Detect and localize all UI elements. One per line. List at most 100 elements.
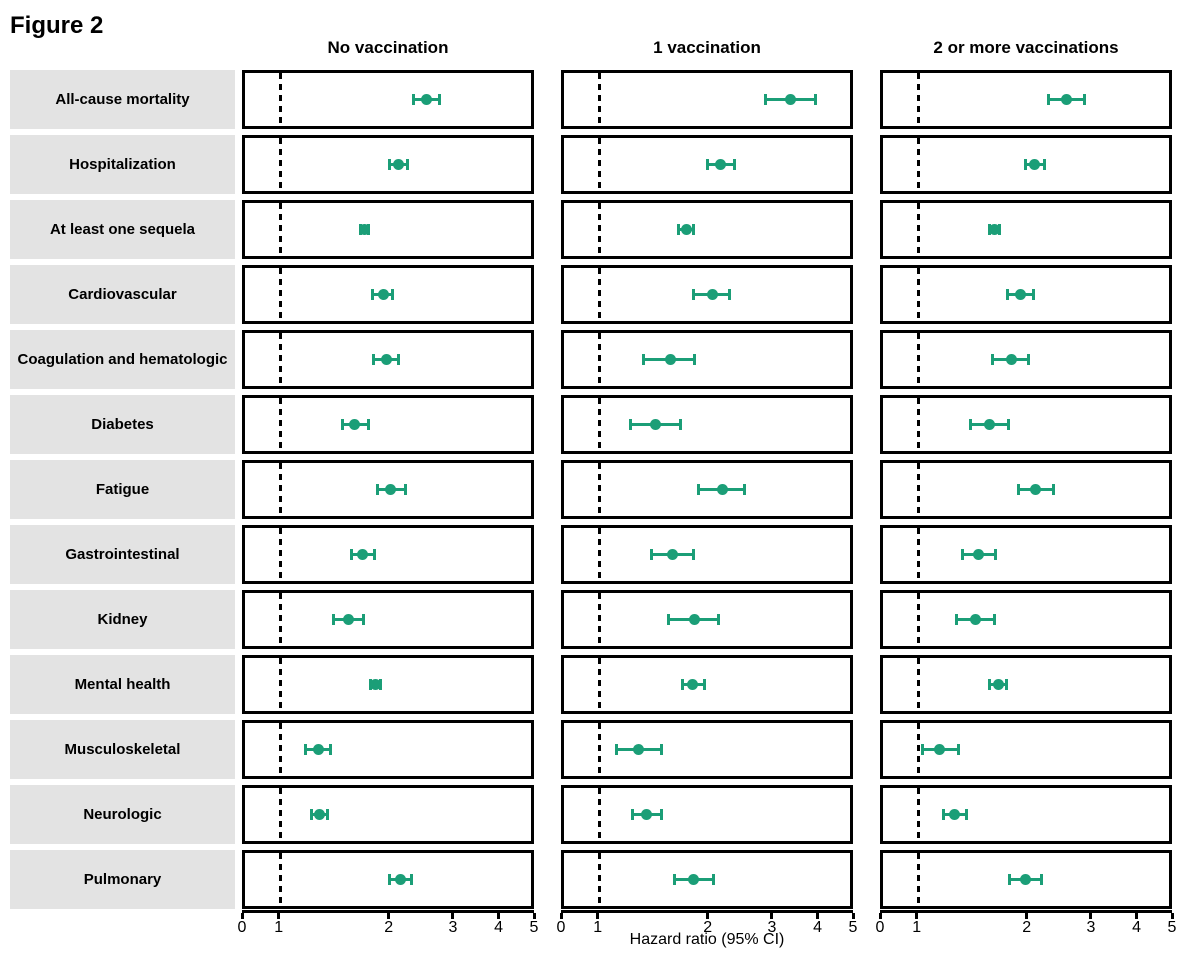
ci-cap-right (814, 94, 818, 105)
ci-cap-left (631, 809, 635, 820)
forest-panel (880, 395, 1172, 454)
reference-line (917, 658, 921, 711)
forest-panel (880, 330, 1172, 389)
reference-line (279, 528, 283, 581)
forest-panel (242, 590, 534, 649)
ci-cap-right (409, 874, 413, 885)
axis-tick (770, 913, 774, 919)
reference-line (598, 203, 602, 256)
ci-cap-right (391, 289, 395, 300)
figure-title: Figure 2 (10, 12, 104, 39)
column-header-1-vaccination: 1 vaccination (653, 38, 761, 57)
forest-panel (561, 525, 853, 584)
reference-line (598, 268, 602, 321)
ci-cap-left (372, 354, 376, 365)
forest-panel (561, 200, 853, 259)
axis-tick (816, 913, 820, 919)
ci-cap-right (405, 159, 409, 170)
forest-panel (242, 785, 534, 844)
ci-cap-left (1024, 159, 1028, 170)
point-estimate (949, 809, 961, 820)
reference-line (598, 853, 602, 906)
row-label-mental-health: Mental health (10, 655, 235, 714)
reference-line (917, 593, 921, 646)
axis-tick-label: 1 (274, 919, 284, 936)
ci-cap-left (387, 159, 391, 170)
reference-line (917, 463, 921, 516)
reference-line (917, 203, 921, 256)
point-estimate (358, 224, 370, 235)
point-estimate (1014, 289, 1026, 300)
forest-panel (242, 655, 534, 714)
reference-line (279, 593, 283, 646)
point-estimate (313, 809, 325, 820)
ci-cap-right (329, 744, 332, 755)
ci-cap-right (1040, 874, 1044, 885)
axis-tick-label: 3 (1086, 919, 1096, 936)
point-estimate (970, 614, 982, 625)
ci-cap-right (716, 614, 720, 625)
forest-panel (561, 330, 853, 389)
point-estimate (688, 874, 700, 885)
reference-line (598, 723, 602, 776)
ci-cap-right (679, 419, 683, 430)
point-estimate (983, 419, 995, 430)
axis-tick-label: 4 (1132, 919, 1142, 936)
axis-tick-label: 4 (494, 919, 504, 936)
ci-cap-left (667, 614, 671, 625)
ci-cap-right (692, 354, 696, 365)
axis-tick-label: 0 (875, 919, 885, 936)
ci-cap-left (615, 744, 619, 755)
row-label-coagulation-and-hematologic: Coagulation and hematologic (10, 330, 235, 389)
forest-panel (242, 70, 534, 129)
ci-cap-right (1083, 94, 1087, 105)
ci-cap-left (990, 354, 994, 365)
axis-tick-label: 2 (1022, 919, 1032, 936)
reference-line (917, 333, 921, 386)
reference-line (598, 593, 602, 646)
ci-cap-left (955, 614, 959, 625)
ci-cap-right (1032, 289, 1036, 300)
point-estimate (380, 354, 392, 365)
point-estimate (933, 744, 945, 755)
point-estimate (706, 289, 718, 300)
ci-cap-right (1051, 484, 1055, 495)
axis-tick-label: 1 (912, 919, 922, 936)
ci-cap-right (659, 809, 663, 820)
forest-panel (242, 330, 534, 389)
axis-tick-label: 4 (813, 919, 823, 936)
axis-tick (915, 913, 919, 919)
ci-cap-left (642, 354, 646, 365)
axis-tick-label: 0 (237, 919, 247, 936)
ci-cap-left (691, 289, 695, 300)
ci-cap-right (691, 224, 695, 235)
reference-line (917, 853, 921, 906)
ci-cap-left (412, 94, 416, 105)
ci-cap-left (1016, 484, 1020, 495)
ci-cap-left (969, 419, 973, 430)
point-estimate (973, 549, 985, 560)
reference-line (279, 658, 283, 711)
point-estimate (689, 614, 701, 625)
row-label-diabetes: Diabetes (10, 395, 235, 454)
point-estimate (1020, 874, 1032, 885)
ci-cap-right (743, 484, 747, 495)
axis-tick (1135, 913, 1139, 919)
forest-panel (561, 850, 853, 909)
ci-cap-right (993, 549, 997, 560)
forest-panel (561, 720, 853, 779)
forest-panel (561, 395, 853, 454)
reference-line (279, 398, 283, 451)
ci-cap-right (438, 94, 442, 105)
reference-line (917, 788, 921, 841)
point-estimate (1030, 484, 1042, 495)
point-estimate (989, 224, 1001, 235)
reference-line (598, 463, 602, 516)
forest-panel (880, 135, 1172, 194)
reference-line (917, 723, 921, 776)
row-label-all-cause-mortality: All-cause mortality (10, 70, 235, 129)
reference-line (917, 398, 921, 451)
point-estimate (641, 809, 653, 820)
x-axis-line (561, 910, 853, 913)
ci-cap-left (1005, 289, 1009, 300)
